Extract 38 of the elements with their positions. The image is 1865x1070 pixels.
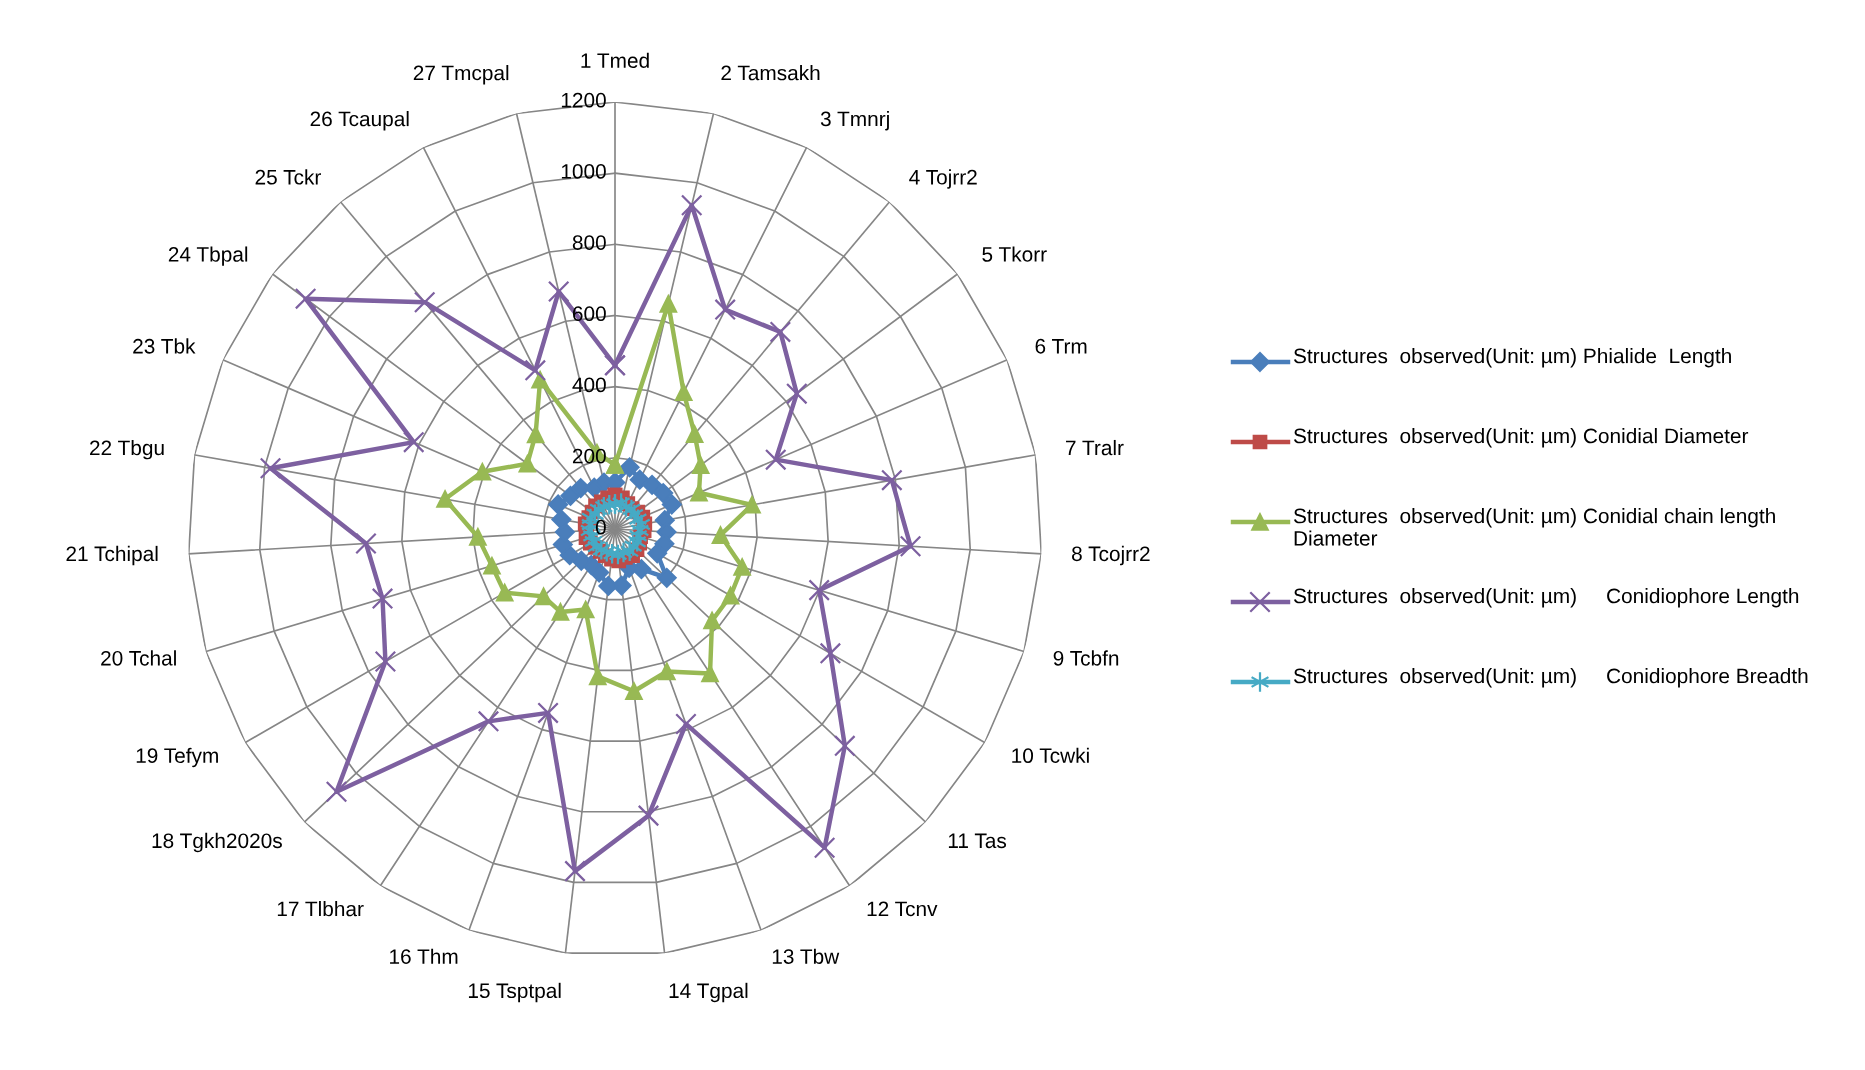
- y-tick-label: 1200: [561, 92, 606, 108]
- spoke-label: 10 Tcwki: [1012, 747, 1089, 764]
- spoke-label: 26 Tcaupal: [310, 111, 409, 131]
- spoke-label: 6 Trm: [1035, 338, 1087, 354]
- legend-label: Structures observed(Unit: µm) Conidial Diameter: [1293, 428, 1749, 448]
- y-tick-label: 800: [572, 235, 606, 250]
- spoke-label: 2 Tamsakh: [721, 65, 820, 81]
- spoke-label: 27 Tmcpal: [413, 65, 509, 85]
- spoke-label: 23 Tbk: [133, 338, 196, 354]
- spoke-label: 19 Tefym: [136, 747, 218, 768]
- spoke-label: 4 Tojrr2: [909, 169, 977, 189]
- spoke-label: 22 Tbgu: [90, 439, 164, 460]
- spoke-label: 12 Tcnv: [867, 901, 938, 917]
- spoke-label: 18 Tgkh2020s: [152, 832, 282, 853]
- y-tick-label: 200: [572, 448, 606, 464]
- spoke-label: 11 Tas: [948, 833, 1007, 849]
- spoke-label: 7 Tralr: [1066, 439, 1124, 456]
- spoke-label: 8 Tcojrr2: [1072, 545, 1150, 566]
- y-tick-label: 400: [572, 377, 606, 393]
- spoke-label: 13 Tbw: [772, 948, 840, 964]
- spoke-label: 15 Tsptpal: [468, 982, 561, 1003]
- spoke-label: 3 Tmnrj: [820, 111, 889, 131]
- spoke-label: 24 Tbpal: [168, 246, 248, 266]
- spoke-label: 9 Tcbfn: [1053, 650, 1119, 666]
- spoke-label: 14 Tgpal: [669, 982, 748, 1003]
- spoke-label: 21 Tchipal: [66, 545, 158, 566]
- spoke-label: 17 Tlbhar: [277, 901, 364, 917]
- spoke-label: 1 Tmed: [581, 52, 649, 68]
- spoke-label: 25 Tckr: [255, 169, 321, 185]
- legend-label: Structures observed(Unit: µm) Conidiophore Breadth: [1293, 668, 1808, 688]
- legend-label: Structures observed(Unit: µm) Conidiophore Length: [1293, 588, 1799, 608]
- legend-label: Structures observed(Unit: µm) Conidial chain length Diameter: [1293, 508, 1775, 546]
- spoke-label: 5 Tkorr: [982, 246, 1047, 262]
- spoke-label: 16 Thm: [390, 948, 458, 964]
- spoke-label: 20 Tchal: [101, 650, 176, 666]
- y-tick-label: 0: [595, 519, 606, 535]
- legend-label: Structures observed(Unit: µm) Phialide Length: [1293, 348, 1731, 368]
- y-tick-label: 1000: [561, 164, 606, 179]
